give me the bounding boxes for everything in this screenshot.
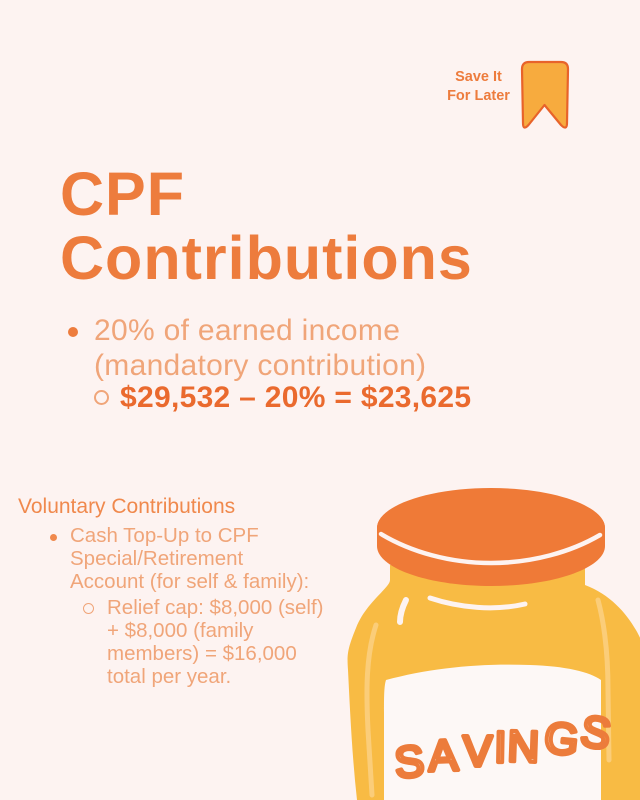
svg-text:G: G — [542, 713, 581, 765]
svg-text:N: N — [507, 722, 540, 772]
svg-text:I: I — [494, 723, 507, 772]
svg-text:A: A — [428, 731, 460, 781]
svg-text:S: S — [393, 737, 427, 788]
svg-text:S: S — [577, 706, 614, 759]
svg-text:V: V — [463, 727, 493, 776]
